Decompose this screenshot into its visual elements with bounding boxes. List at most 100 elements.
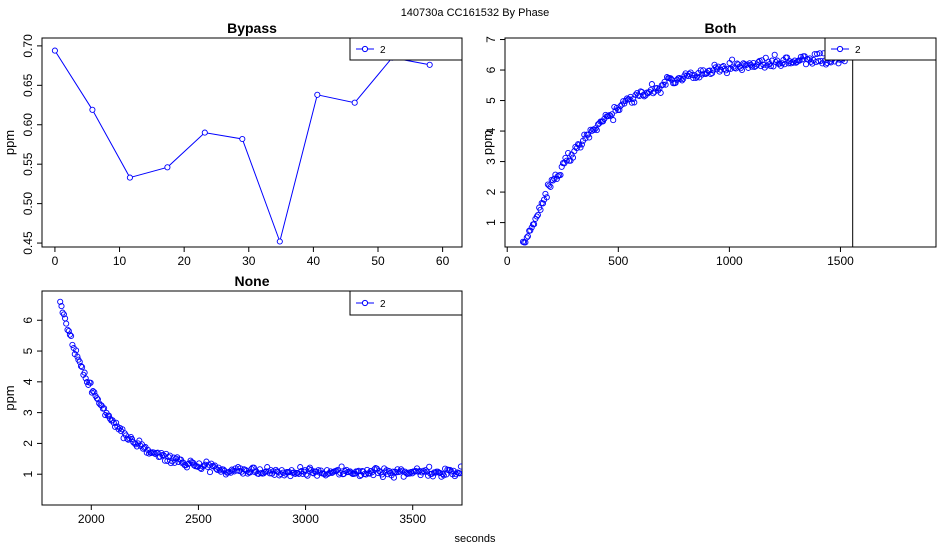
bypass-legend-box [349, 37, 463, 61]
none-data-point [133, 443, 140, 450]
none-data-point [83, 379, 91, 386]
both-data-point [667, 75, 674, 82]
none-data-point [82, 375, 89, 382]
both-data-point [679, 77, 686, 84]
both-y-tick-label: 7 [484, 36, 498, 43]
bypass-x-tick-label: 50 [371, 254, 385, 268]
both-data-point [542, 190, 549, 197]
both-data-point [816, 50, 823, 57]
both-data-point [549, 177, 557, 184]
none-y-tick-label: 4 [21, 378, 35, 385]
both-data-point [809, 60, 816, 67]
both-data-point [737, 65, 744, 72]
none-data-point [379, 473, 386, 481]
none-data-point [191, 462, 198, 469]
none-data-point [456, 470, 462, 477]
none-data-point [206, 469, 214, 476]
none-data-point [105, 412, 112, 419]
both-data-point [760, 61, 767, 68]
none-data-point [420, 467, 427, 474]
both-data-point [557, 171, 564, 179]
none-data-point [440, 472, 447, 479]
bypass-x-tick-label: 30 [242, 254, 256, 268]
bypass-y-axis-label: ppm [2, 130, 17, 155]
none-data-point [101, 405, 108, 412]
both-data-point [586, 134, 593, 141]
bypass-data-point [164, 164, 171, 171]
both-data-point [814, 50, 821, 57]
none-data-point [113, 419, 120, 426]
bypass-data-point [426, 61, 433, 68]
none-data-point [151, 449, 158, 456]
none-data-point [57, 298, 64, 305]
none-data-point [247, 469, 254, 476]
both-data-point [677, 75, 684, 82]
both-data-point [697, 67, 704, 74]
both-data-point [822, 61, 830, 68]
both-data-point [660, 81, 667, 88]
bypass-x-tick-label: 10 [113, 254, 127, 268]
none-legend: 2 [349, 290, 463, 316]
both-data-point [527, 227, 534, 234]
both-data-point [608, 111, 615, 118]
both-data-point [581, 131, 588, 138]
both-data-point [547, 183, 554, 190]
both-data-point [662, 81, 669, 88]
both-data-point [610, 117, 617, 124]
both-data-point [565, 149, 572, 157]
both-data-point [748, 63, 756, 70]
both-data-point [546, 182, 553, 189]
none-data-point [91, 389, 98, 396]
both-plot-frame [504, 37, 937, 248]
both-data-point [672, 79, 679, 86]
none-data-point [389, 468, 396, 475]
both-data-point [519, 253, 524, 258]
none-data-point [297, 464, 304, 471]
bypass-x-tick-label: 20 [177, 254, 191, 268]
both-data-point [523, 234, 530, 241]
none-data-point [79, 364, 86, 371]
none-data-point [166, 452, 173, 459]
bypass-data-point [89, 106, 96, 113]
both-data-point [631, 99, 638, 106]
both-data-point [690, 74, 697, 82]
bypass-legend: 2 [349, 37, 463, 61]
none-data-point [276, 472, 283, 479]
none-data-point [171, 459, 178, 466]
both-data-point [648, 81, 655, 88]
both-data-point [585, 131, 592, 138]
both-data-point [723, 70, 730, 77]
bypass-y-tick-label: 0.55 [21, 152, 35, 176]
none-legend-marker [361, 299, 369, 307]
bypass-series-line [54, 50, 430, 244]
none-x-tick-label: 3000 [292, 512, 319, 526]
none-data-point [457, 463, 462, 470]
none-y-tick-label: 1 [21, 471, 35, 478]
none-data-point [77, 363, 85, 370]
both-y-tick-label: 2 [484, 188, 498, 195]
none-title: None [235, 273, 270, 289]
both-data-point [835, 60, 842, 67]
both-data-point [725, 65, 732, 72]
none-data-point [356, 473, 363, 480]
both-data-point [543, 194, 550, 201]
both-x-tick-label: 500 [608, 254, 628, 268]
none-data-point [338, 463, 345, 470]
none-y-tick-label: 3 [21, 409, 35, 416]
none-y-tick-label: 2 [21, 440, 35, 447]
none-data-point [336, 471, 343, 478]
bypass-data-point [126, 174, 133, 181]
both-data-point [657, 89, 664, 96]
both-data-point [593, 127, 600, 134]
x-axis-label: seconds [455, 533, 496, 545]
bypass-x-tick-label: 60 [436, 254, 450, 268]
bypass-y-tick-label: 0.65 [21, 73, 35, 97]
both-data-point [767, 63, 774, 70]
none-data-point [390, 474, 397, 481]
bypass-y-tick-label: 0.60 [21, 113, 35, 137]
both-data-point [605, 113, 612, 120]
both-data-point [693, 73, 701, 80]
both-data-point [771, 51, 778, 58]
none-data-point [393, 469, 400, 476]
none-data-point [264, 464, 271, 471]
